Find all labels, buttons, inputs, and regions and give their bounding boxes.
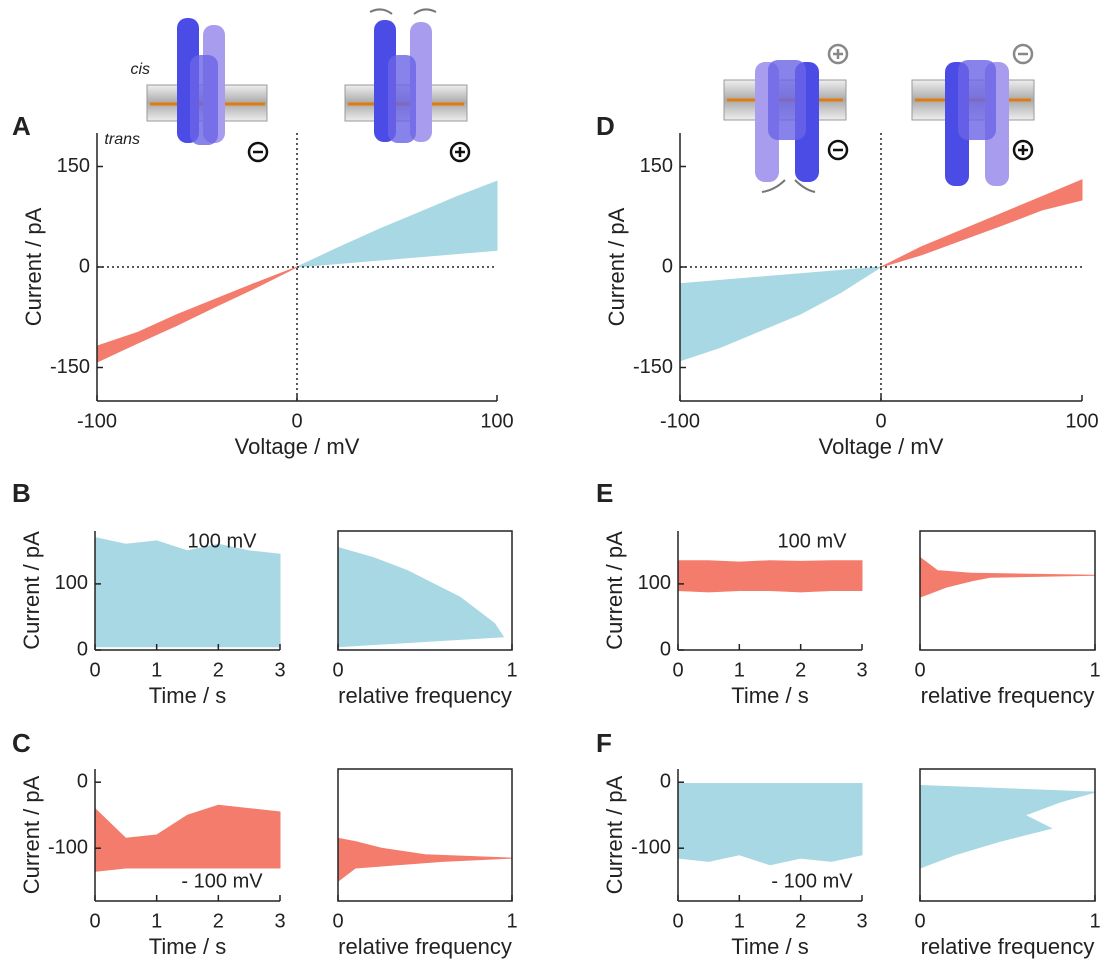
noise-band [880,179,1083,268]
x-axis-label: relative frequency [338,683,512,708]
x-tick-label: 0 [914,659,925,681]
pore-illustration [344,8,468,143]
y-tick-label: 0 [660,638,671,660]
y-tick-label: 100 [638,572,671,594]
x-axis-label: Time / s [731,934,808,959]
histogram-area [919,556,1096,598]
y-tick-label: -100 [631,836,671,858]
x-tick-label: 1 [151,910,162,932]
x-tick-label: 3 [856,659,867,681]
x-tick-label: 2 [795,910,806,932]
y-tick-label: 0 [79,255,90,277]
x-axis-label: Time / s [731,683,808,708]
x-tick-label: 3 [274,910,285,932]
x-axis-label: relative frequency [338,934,512,959]
voltage-annotation: 100 mV [778,530,848,552]
y-tick-label: 150 [57,155,90,177]
axes-frame [919,530,1096,651]
x-axis-label: Voltage / mV [235,434,360,459]
y-tick-label: 0 [662,255,673,277]
x-tick-label: 2 [795,659,806,681]
x-tick-label: 2 [213,910,224,932]
panel-label: C [12,728,31,758]
x-tick-label: 0 [291,410,302,432]
axes-frame [919,768,1096,902]
panel-label: D [596,111,615,141]
x-tick-label: 0 [672,659,683,681]
x-tick-label: 0 [914,910,925,932]
x-tick-label: 100 [1065,410,1098,432]
x-axis-label: Time / s [149,934,226,959]
x-tick-label: -100 [77,410,117,432]
x-tick-label: 1 [506,910,517,932]
pore-illustration [911,60,1035,186]
histogram-area [919,784,1096,869]
y-tick-label: -100 [48,836,88,858]
noise-band [677,560,863,593]
x-tick-label: 0 [89,910,100,932]
x-axis-label: Voltage / mV [819,434,944,459]
x-tick-label: 1 [734,910,745,932]
x-axis-label: relative frequency [921,683,1095,708]
y-axis-label: Current / pA [19,531,44,650]
x-axis-label: Time / s [149,683,226,708]
y-axis-label: Current / pA [604,207,629,326]
axes-frame [337,768,513,902]
x-tick-label: 1 [151,659,162,681]
x-tick-label: 1 [506,659,517,681]
x-axis-label: relative frequency [921,934,1095,959]
pore-illustration [723,60,847,193]
axes-frame [337,530,513,651]
x-tick-label: 1 [734,659,745,681]
y-tick-label: 150 [640,155,673,177]
histogram-area [337,837,513,883]
noise-band [94,804,281,872]
charge-icons [247,43,1034,163]
x-tick-label: 1 [1089,910,1100,932]
histogram-area [337,546,505,648]
x-tick-label: 0 [89,659,100,681]
x-tick-label: 0 [332,910,343,932]
y-tick-label: 100 [55,572,88,594]
x-tick-label: 2 [213,659,224,681]
y-tick-label: 0 [77,638,88,660]
noise-band [677,783,863,866]
y-axis-label: Current / pA [21,207,46,326]
panel-label: F [596,728,612,758]
x-tick-label: 100 [480,410,513,432]
x-tick-label: 0 [875,410,886,432]
y-axis-label: Current / pA [602,531,627,650]
y-tick-label: -150 [633,356,673,378]
noise-band [296,180,498,268]
side-annotation: trans [104,131,140,148]
y-tick-label: 0 [77,770,88,792]
x-tick-label: 0 [672,910,683,932]
y-axis-label: Current / pA [602,775,627,894]
x-tick-label: 3 [274,659,285,681]
noise-band [96,266,298,363]
panel-label: B [12,478,31,508]
x-tick-label: 3 [856,910,867,932]
noise-band [679,266,882,362]
voltage-annotation: 100 mV [188,530,258,552]
y-tick-label: -150 [50,356,90,378]
x-tick-label: -100 [660,410,700,432]
voltage-annotation: - 100 mV [181,870,263,892]
pore-illustration [146,18,268,145]
y-tick-label: 0 [660,770,671,792]
y-axis-label: Current / pA [19,775,44,894]
voltage-annotation: - 100 mV [771,870,853,892]
x-tick-label: 0 [332,659,343,681]
side-annotation: cis [130,61,150,78]
panel-label: E [596,478,613,508]
panel-label: A [12,111,31,141]
noise-band [94,536,281,648]
x-tick-label: 1 [1089,659,1100,681]
